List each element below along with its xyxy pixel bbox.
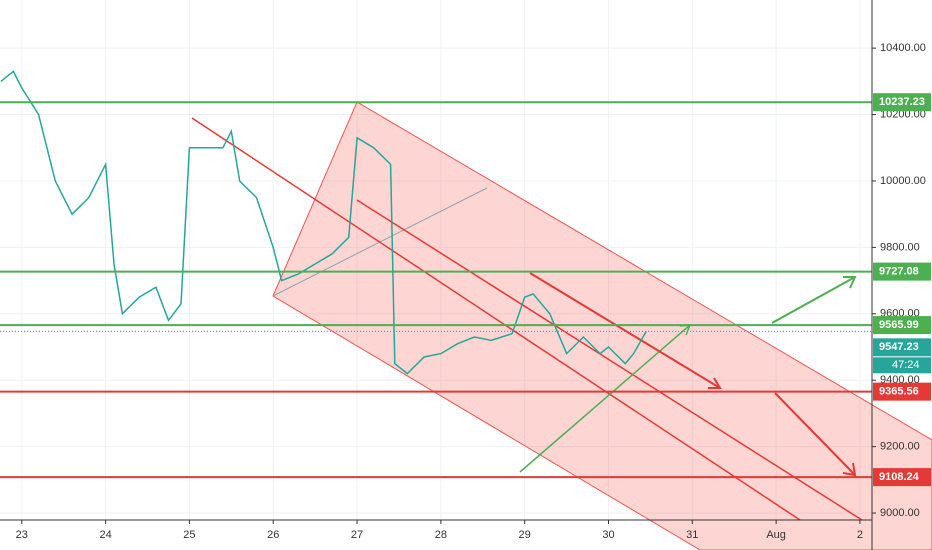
arrow-head [843,276,857,289]
last-price-label: 9547.23 [879,341,919,353]
y-tick-label: 9800.00 [880,241,920,253]
level-label: 9108.24 [879,471,920,483]
x-tick-label: 28 [435,529,447,541]
level-label-bg [873,93,931,112]
x-tick-label: 26 [267,529,279,541]
level-label-bg [873,262,931,281]
x-tick-label: 23 [16,529,28,541]
y-tick-label: 9000.00 [880,507,920,519]
y-tick-label: 10200.00 [880,108,926,120]
x-tick-label: 27 [351,529,363,541]
x-tick-label: 2 [857,529,863,541]
price-line [0,70,647,375]
y-tick-label: 10400.00 [880,42,926,54]
y-tick-label: 9200.00 [880,441,920,453]
x-tick-label: 29 [519,529,531,541]
countdown-label: 47:24 [892,359,920,371]
axis: 9000.009200.009400.009600.009800.0010000… [16,42,931,541]
level-label-bg [873,382,931,401]
bear-arrow [774,392,856,476]
level-label-bg [873,316,931,335]
level-label-bg [873,468,931,487]
countdown-bg [873,357,931,374]
bull-arrow [771,276,856,324]
arrow-head [708,377,722,389]
arrow-head [842,462,857,477]
level-label: 9565.99 [879,319,919,331]
level-label: 9365.56 [879,386,919,398]
x-tick-label: Aug [766,529,786,541]
level-label: 9727.08 [879,266,919,278]
y-tick-label: 10000.00 [880,175,926,187]
trend-line [191,117,801,521]
x-tick-label: 24 [99,529,111,541]
median-line [356,199,863,521]
level-label: 10237.23 [879,96,925,108]
plot [0,70,872,479]
x-tick-label: 25 [183,529,195,541]
resistance-arrow [529,272,721,389]
support-line [519,324,691,473]
x-tick-label: 30 [602,529,614,541]
x-tick-label: 31 [686,529,698,541]
last-price-bg [873,338,931,357]
